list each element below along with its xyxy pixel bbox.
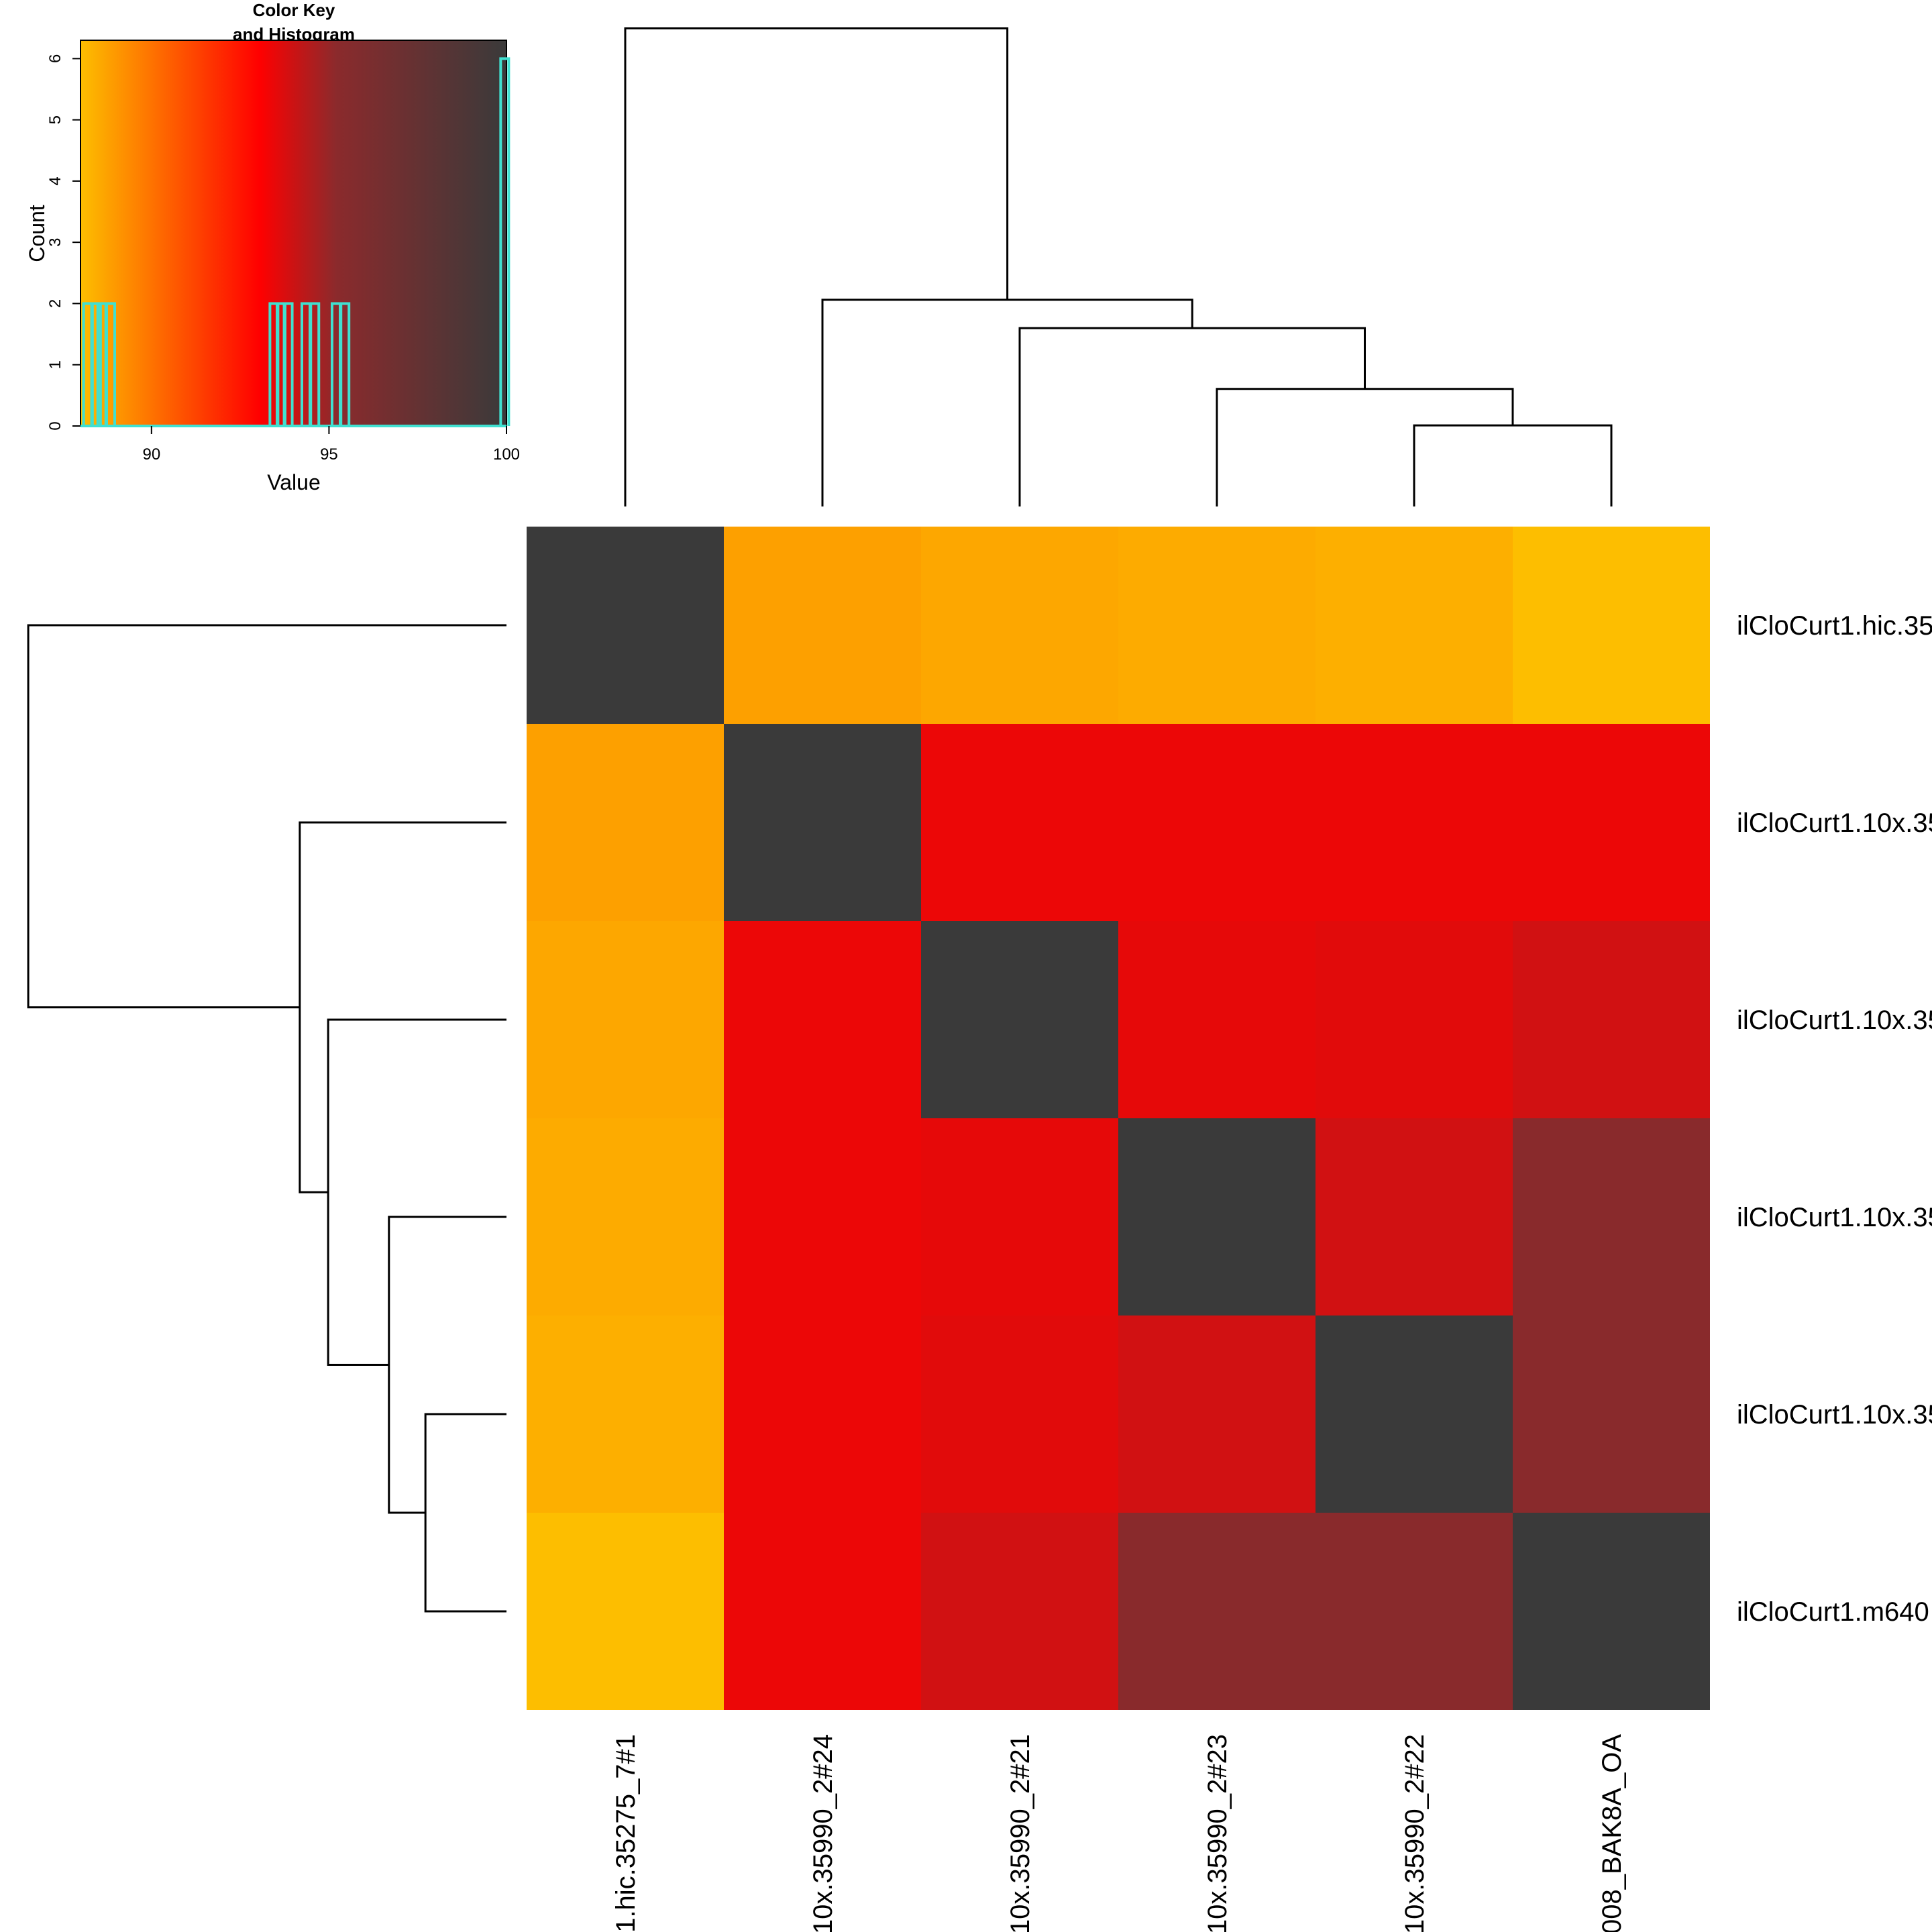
row-label: ilCloCurt1.10x.35 bbox=[1737, 1006, 1932, 1035]
histogram-y-tick-label: 6 bbox=[46, 54, 64, 63]
histogram-bar bbox=[309, 302, 321, 426]
row-label: ilCloCurt1.10x.35 bbox=[1737, 1400, 1932, 1430]
dendrogram-branch bbox=[388, 1216, 506, 1514]
histogram-bar bbox=[499, 57, 511, 426]
histogram-x-tick-label: 95 bbox=[320, 445, 338, 464]
heatmap-cell bbox=[1513, 921, 1710, 1118]
row-dendrogram bbox=[27, 624, 506, 1613]
dendrogram-branch bbox=[821, 299, 1193, 506]
dendrogram-branch bbox=[624, 27, 1009, 506]
heatmap-cell bbox=[1118, 1118, 1316, 1316]
histogram-y-tick-label: 2 bbox=[46, 299, 64, 308]
heatmap-cell bbox=[1118, 1513, 1316, 1710]
column-label: 008_BAK8A_OA bbox=[1597, 1734, 1627, 1932]
heatmap-cell bbox=[724, 527, 921, 724]
row-label: ilCloCurt1.10x.35 bbox=[1737, 1203, 1932, 1232]
heatmap-cell bbox=[527, 921, 724, 1118]
heatmap-cell bbox=[1316, 1513, 1513, 1710]
heatmap-cell bbox=[527, 1118, 724, 1316]
heatmap-cell bbox=[527, 1316, 724, 1513]
histogram-bar bbox=[339, 302, 351, 426]
heatmap-cell bbox=[1513, 1316, 1710, 1513]
histogram-y-tick-label: 1 bbox=[46, 360, 64, 369]
heatmap-cell bbox=[1118, 527, 1316, 724]
histogram-y-tick-label: 3 bbox=[46, 238, 64, 247]
dendrogram-branch bbox=[1018, 327, 1366, 506]
heatmap-cell bbox=[527, 1513, 724, 1710]
histogram-axes: 90 95 100 0 1 2 3 4 5 6 bbox=[46, 54, 520, 464]
heatmap-cell bbox=[724, 921, 921, 1118]
heatmap-cell bbox=[724, 1513, 921, 1710]
heatmap-cell bbox=[1316, 724, 1513, 921]
heatmap-cell bbox=[921, 1118, 1118, 1316]
heatmap-cell bbox=[1316, 921, 1513, 1118]
histogram-x-tick-label: 100 bbox=[493, 445, 520, 464]
column-dendrogram bbox=[624, 27, 1613, 506]
histogram-bars bbox=[80, 57, 511, 427]
column-labels: 1.hic.35275_7#1 10x.35990_2#24 10x.35990_2… bbox=[611, 1734, 1627, 1932]
histogram-x-label: Value bbox=[267, 470, 320, 494]
heatmap-cell bbox=[724, 724, 921, 921]
histogram-x-tick-label: 90 bbox=[142, 445, 160, 464]
column-label: 10x.35990_2#24 bbox=[808, 1734, 838, 1932]
column-label: 10x.35990_2#22 bbox=[1400, 1734, 1430, 1932]
heatmap-cell bbox=[1513, 1118, 1710, 1316]
heatmap-cell bbox=[921, 1316, 1118, 1513]
heatmap-cell bbox=[1118, 724, 1316, 921]
dendrogram-branch bbox=[1413, 424, 1613, 506]
dendrogram-branch bbox=[424, 1413, 506, 1613]
row-labels: ilCloCurt1.hic.35 ilCloCurt1.10x.35 ilCloC… bbox=[1737, 611, 1932, 1627]
histogram-y-label: Count bbox=[25, 205, 49, 262]
histogram-y-tick-label: 0 bbox=[46, 421, 64, 430]
heatmap-cell bbox=[921, 921, 1118, 1118]
dendrogram-branch bbox=[1216, 388, 1514, 506]
heatmap-cell bbox=[1513, 1513, 1710, 1710]
heatmap-cell bbox=[921, 527, 1118, 724]
heatmap-cell bbox=[527, 527, 724, 724]
row-label: ilCloCurt1.hic.35 bbox=[1737, 611, 1932, 641]
heatmap-cell bbox=[1513, 724, 1710, 921]
column-label: 10x.35990_2#23 bbox=[1203, 1734, 1232, 1932]
heatmap-cell bbox=[1316, 1118, 1513, 1316]
heatmap-cell bbox=[921, 1513, 1118, 1710]
row-label: ilCloCurt1.10x.35 bbox=[1737, 808, 1932, 838]
histogram-y-tick-label: 4 bbox=[46, 176, 64, 185]
histogram-bar bbox=[282, 302, 294, 426]
color-key-title-line1: Color Key bbox=[253, 0, 335, 20]
heatmap-cell bbox=[1513, 527, 1710, 724]
heatmap-cell bbox=[1316, 1316, 1513, 1513]
histogram-bar bbox=[105, 302, 116, 426]
heatmap-cell bbox=[1118, 921, 1316, 1118]
column-label: 10x.35990_2#21 bbox=[1006, 1734, 1035, 1932]
dendrogram-branch bbox=[27, 624, 506, 1009]
heatmap-cell bbox=[527, 724, 724, 921]
histogram-y-tick-label: 5 bbox=[46, 115, 64, 124]
heatmap-cells bbox=[527, 527, 1710, 1710]
heatmap-cell bbox=[724, 1118, 921, 1316]
heatmap-cell bbox=[1118, 1316, 1316, 1513]
heatmap-cell bbox=[1316, 527, 1513, 724]
row-label: ilCloCurt1.m640 bbox=[1737, 1597, 1929, 1627]
heatmap-cell bbox=[724, 1316, 921, 1513]
dendrogram-branch bbox=[299, 821, 506, 1193]
heatmap-cell bbox=[921, 724, 1118, 921]
dendrogram-branch bbox=[327, 1018, 506, 1366]
column-label: 1.hic.35275_7#1 bbox=[611, 1734, 641, 1932]
